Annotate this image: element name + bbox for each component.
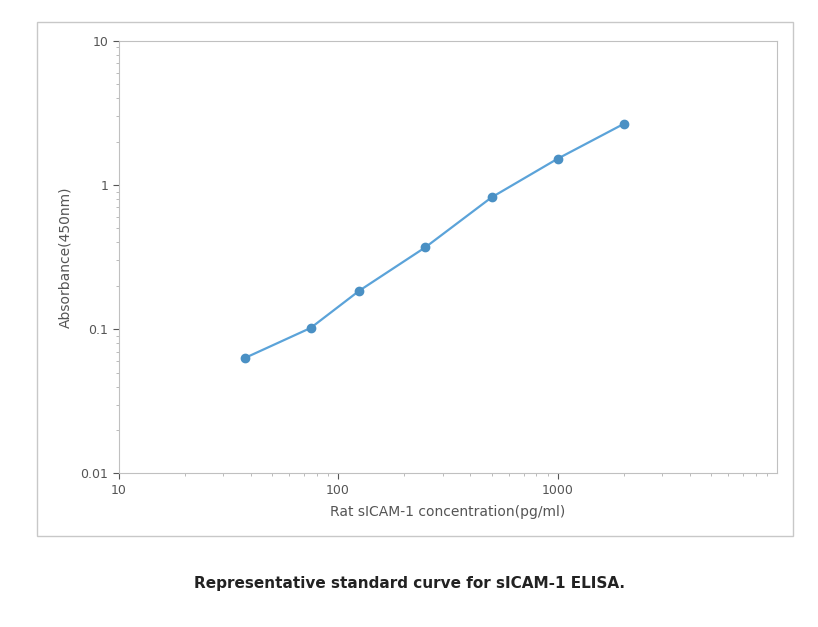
Y-axis label: Absorbance(450nm): Absorbance(450nm)	[58, 186, 72, 328]
X-axis label: Rat sICAM-1 concentration(pg/ml): Rat sICAM-1 concentration(pg/ml)	[330, 505, 565, 519]
Text: Representative standard curve for sICAM-1 ELISA.: Representative standard curve for sICAM-…	[194, 576, 624, 591]
